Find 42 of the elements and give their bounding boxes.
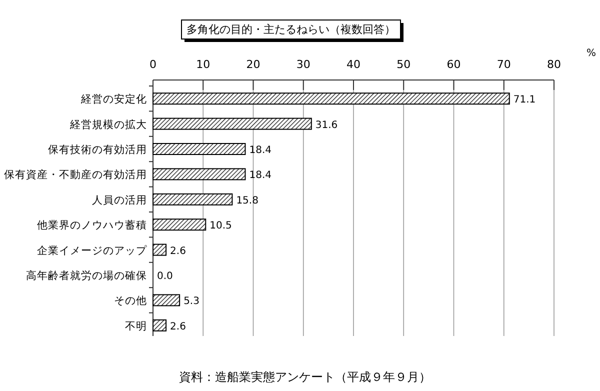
data-label: 0.0 (157, 271, 173, 282)
data-label: 71.1 (513, 94, 536, 106)
title: 多角化の目的・主たるねらい（複数回答） (181, 20, 404, 42)
x-tick-label: 70 (496, 58, 511, 71)
bar (152, 143, 246, 155)
x-tick-label: 30 (296, 58, 310, 71)
x-tick-label: 60 (446, 58, 461, 71)
chart-title: 多角化の目的・主たるねらい（複数回答） (186, 23, 396, 36)
bar (152, 294, 180, 306)
y-tick-label: 保有資産・不動産の有効活用 (4, 168, 147, 182)
y-tick-label: 企業イメージのアップ (37, 244, 148, 257)
x-axis-title: % (586, 48, 596, 59)
bar (152, 218, 206, 231)
x-tick-label: 80 (547, 58, 561, 71)
bar (152, 193, 233, 206)
y-tick-label: その他 (114, 295, 147, 308)
y-tick-label: 不明 (125, 320, 147, 332)
bar (152, 319, 167, 332)
x-tick-label: 40 (346, 58, 360, 71)
x-tick-label: 10 (196, 58, 210, 71)
bar (152, 244, 167, 256)
data-label: 31.6 (315, 120, 338, 131)
data-label: 2.6 (170, 321, 186, 332)
y-tick-label: 経営規模の拡大 (69, 118, 147, 131)
bar (152, 168, 246, 180)
data-label: 5.3 (184, 296, 200, 308)
data-label: 18.4 (249, 145, 272, 156)
data-label: 18.4 (249, 170, 272, 182)
x-tick-label: 50 (396, 58, 411, 71)
y-tick-label: 他業界のノウハウ蓄積 (37, 218, 147, 232)
text: 資料：造船業実態アンケート（平成９年９月） (179, 370, 431, 384)
data-label: 2.6 (170, 246, 186, 257)
x-tick-label: 0 (150, 58, 156, 71)
bar (152, 118, 312, 130)
y-tick-label: 人員の活用 (92, 194, 147, 206)
y-tick-label: 保有技術の有効活用 (48, 143, 147, 156)
data-label: 15.8 (236, 195, 258, 206)
bar (152, 92, 510, 105)
y-tick-label: 高年齢者就労の場の確保 (26, 269, 147, 282)
y-tick-label: 経営の安定化 (80, 92, 147, 106)
data-label: 10.5 (210, 220, 232, 232)
x-tick-label: 20 (246, 58, 260, 71)
